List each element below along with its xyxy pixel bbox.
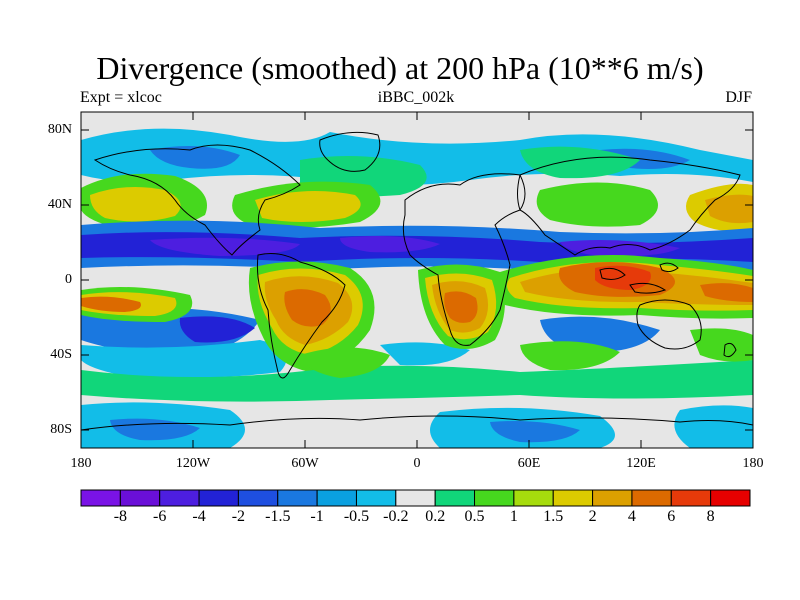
colorbar-label-12: 2 (588, 508, 597, 525)
colorbar-label-11: 1.5 (543, 508, 564, 525)
asia-jet (536, 182, 658, 227)
colorbar-label-15: 8 (706, 508, 715, 525)
asia-coast (517, 156, 741, 256)
colorbar-swatch-6 (316, 489, 357, 507)
colorbar-swatch-9 (434, 489, 476, 507)
antarctica-coast (81, 415, 753, 431)
colorbar-label-10: 1 (509, 508, 518, 525)
south-america-core (284, 289, 331, 327)
colorbar-swatch-7 (355, 489, 397, 507)
lon-label-0: 0 (413, 456, 421, 471)
southern-weak-convergence (81, 340, 470, 378)
west-pacific-jet-core (705, 194, 753, 224)
north-atlantic-divergence (300, 146, 640, 197)
lat-label-equator: 0 (65, 272, 72, 287)
lon-label-120w: 120W (175, 456, 211, 471)
new-zealand-coast (723, 342, 737, 358)
colorbar-swatch-11 (513, 489, 554, 507)
colorbar-label-4: -1.5 (265, 508, 291, 525)
lon-label-180w: 180 (70, 456, 92, 471)
colorbar-swatch-0 (80, 489, 121, 507)
tropical-deep-convergence (150, 236, 680, 257)
lon-label-120e: 120E (626, 456, 656, 471)
colorbar-label-5: -1 (310, 508, 324, 525)
colorbar-swatch-5 (277, 489, 318, 507)
colorbar-label-8: 0.2 (425, 508, 446, 525)
colorbar-swatch-15 (670, 489, 712, 507)
north-america-coast (93, 144, 301, 256)
lat-label-40n: 40N (47, 197, 72, 212)
colorbar-label-9: 0.5 (464, 508, 485, 525)
central-pacific-core (81, 296, 141, 312)
colorbar-label-3: -2 (231, 508, 246, 525)
south-america-coast (257, 253, 346, 379)
colorbar-label-1: -6 (153, 508, 167, 525)
lon-label-60e: 60E (517, 456, 541, 471)
australia-coast (636, 299, 702, 350)
europe-africa-coast (402, 173, 526, 346)
arctic-medium-convergence (150, 146, 690, 169)
antarctic-medium-convergence (110, 418, 580, 443)
colorbar-swatch-2 (159, 489, 200, 507)
colorbar-swatch-8 (395, 489, 436, 507)
colorbar-swatch-12 (552, 489, 594, 507)
colorbar-swatch-4 (237, 489, 279, 507)
north-pacific-strong (90, 186, 181, 222)
sh-midlatitude-divergence (81, 360, 753, 402)
africa-core (444, 291, 478, 323)
season-label: DJF (725, 89, 752, 106)
lon-label-60w: 60W (291, 456, 319, 471)
colorbar-label-14: 6 (667, 508, 676, 525)
plot-title: Divergence (smoothed) at 200 hPa (10**6 … (96, 50, 704, 86)
colorbar-label-7: -0.2 (383, 508, 409, 525)
lon-label-180e: 180 (742, 456, 764, 471)
colorbar-label-0: -8 (113, 508, 128, 525)
antarctic-weak-convergence (81, 402, 753, 448)
colorbar-swatch-16 (710, 489, 751, 507)
lat-label-80s: 80S (50, 422, 72, 437)
maritime-islands (599, 262, 679, 294)
sh-midlatitude-green (300, 328, 753, 378)
southern-strong-convergence (179, 316, 255, 343)
colorbar-swatch-1 (119, 489, 161, 507)
run-label: iBBC_002k (377, 89, 455, 106)
axis-ticks (81, 112, 753, 448)
map-field (81, 112, 753, 448)
colorbar-label-6: -0.5 (343, 508, 370, 525)
colorbar-swatch-14 (631, 489, 672, 507)
north-atlantic-jet-core (255, 191, 361, 222)
colorbar-swatch-13 (592, 489, 633, 507)
colorbar-swatch-3 (198, 489, 239, 507)
lat-label-80n: 80N (47, 122, 72, 137)
colorbar-swatch-10 (474, 489, 515, 507)
coastlines (81, 131, 753, 431)
colorbar-label-13: 4 (627, 508, 636, 525)
greenland-coast (319, 131, 381, 172)
colorbar-label-2: -4 (192, 508, 206, 525)
experiment-label: Expt = xlcoc (80, 89, 162, 106)
colorbar (80, 489, 751, 507)
lat-label-40s: 40S (50, 347, 72, 362)
